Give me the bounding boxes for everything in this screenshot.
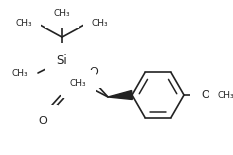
Text: O: O [201,90,210,100]
Text: CH₃: CH₃ [218,91,233,100]
Polygon shape [108,91,132,100]
Text: CH₃: CH₃ [11,69,28,78]
Text: CH₃: CH₃ [15,18,32,27]
Text: CH₃: CH₃ [70,80,87,89]
Text: Si: Si [57,55,67,67]
Text: O: O [39,116,47,126]
Text: CH₃: CH₃ [54,9,70,18]
Text: CH₃: CH₃ [92,18,109,27]
Text: O: O [90,67,98,77]
